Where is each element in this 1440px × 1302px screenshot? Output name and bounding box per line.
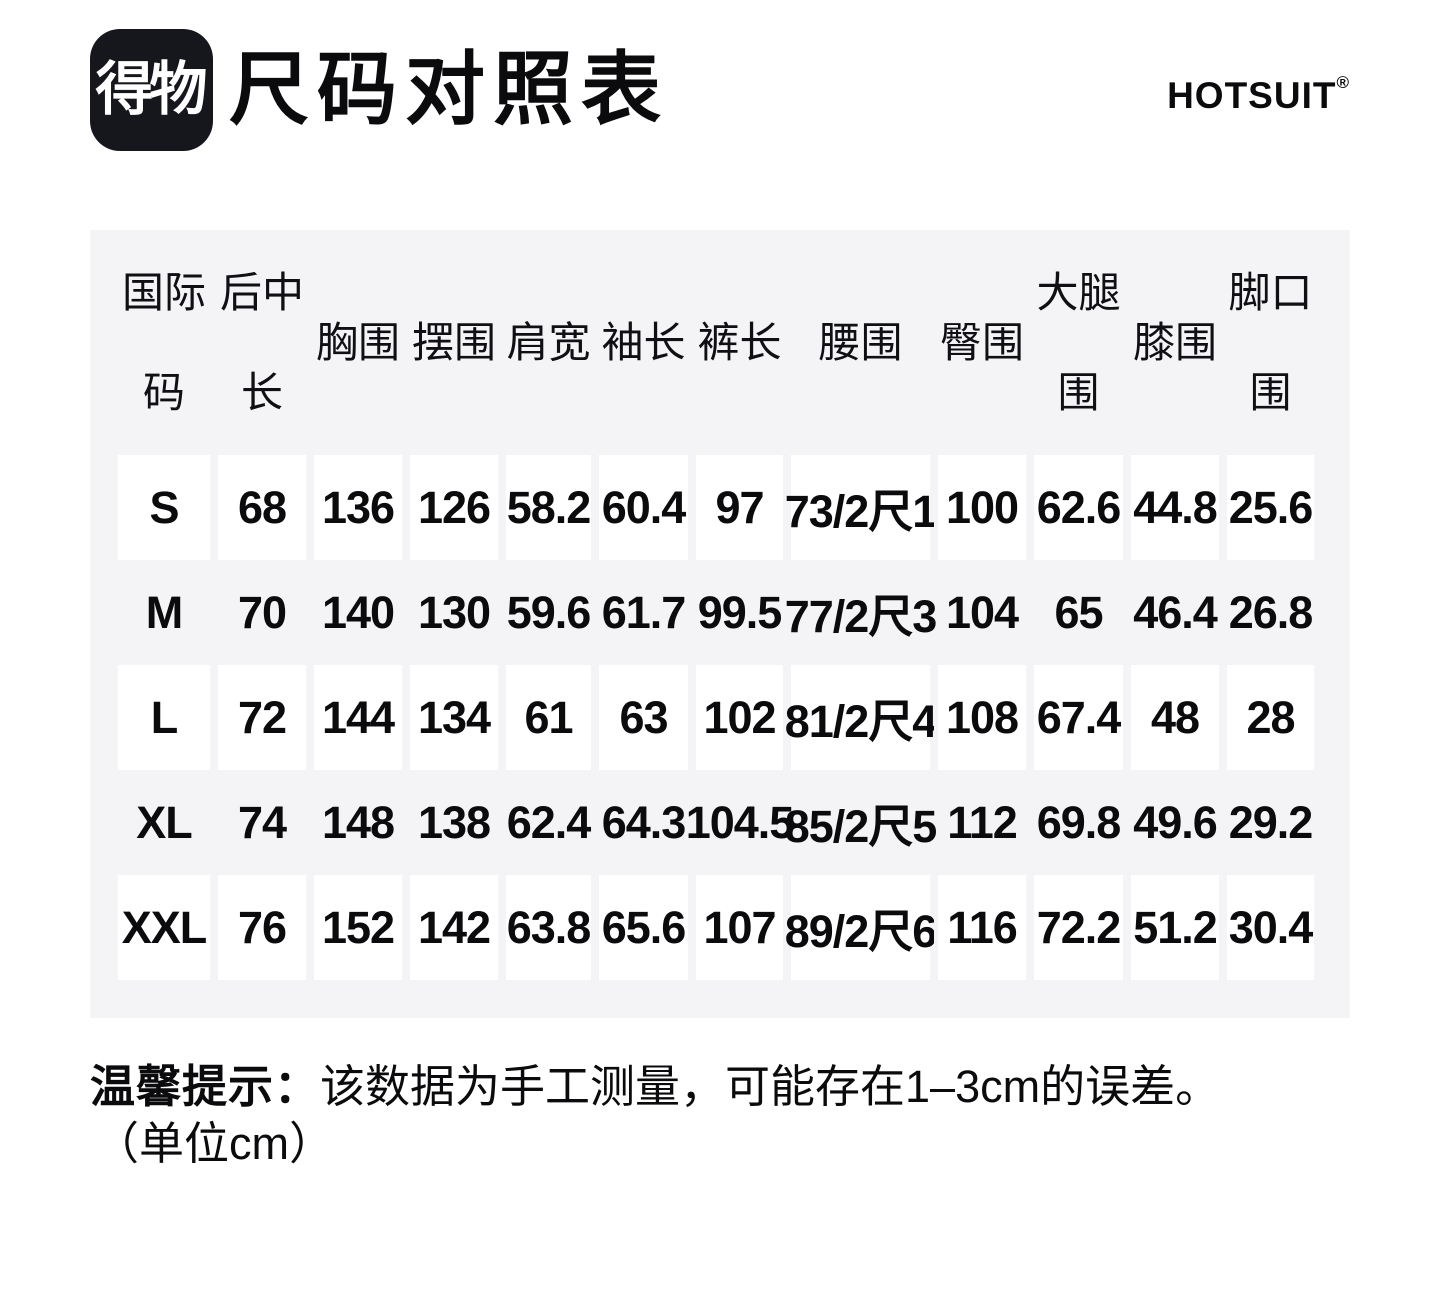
- measurement-cell: 74: [237, 796, 287, 848]
- measurement-cell: 116: [934, 875, 1030, 980]
- measurement-cell: 62.4: [506, 796, 592, 848]
- measurement-cell: 142: [406, 875, 502, 980]
- table-row: M 70 140 130 59.6 61.7 99.5 77/2尺3 104 65 46.4 26.8: [114, 560, 1318, 665]
- measurement-cell: 108: [934, 665, 1030, 770]
- measurement-cell: 112: [947, 796, 1018, 848]
- measurement-cell: 85/2尺5: [784, 801, 938, 852]
- measurement-cell: 48: [1127, 665, 1223, 770]
- measurement-cell: 64.3: [601, 796, 687, 848]
- measurement-cell: 44.8: [1127, 455, 1223, 560]
- column-header: 袖长: [601, 318, 686, 366]
- measurement-cell: 67.4: [1030, 665, 1127, 770]
- measurement-cell: 99.5: [697, 586, 783, 638]
- measurement-cell: 148: [321, 796, 395, 848]
- note-line: 温馨提示：该数据为手工测量，可能存在1–3cm的误差。: [90, 1058, 1350, 1115]
- measurement-cell: 46.4: [1133, 586, 1218, 638]
- note-block: 温馨提示：该数据为手工测量，可能存在1–3cm的误差。 （单位cm）: [90, 1058, 1350, 1172]
- measurement-cell: 72: [214, 665, 310, 770]
- measurement-cell: 77/2尺3: [784, 591, 938, 642]
- measurement-cell: 26.8: [1228, 586, 1314, 638]
- measurement-cell: 107: [692, 875, 787, 980]
- measurement-cell: 49.6: [1133, 796, 1218, 848]
- column-header: 肩宽: [506, 318, 591, 366]
- table-row: XXL 76 152 142 63.8 65.6 107 89/2尺6 116 72.2 51.2 3…: [114, 875, 1318, 980]
- measurement-cell: 102: [692, 665, 787, 770]
- measurement-cell: 59.6: [506, 586, 592, 638]
- measurement-cell: 72.2: [1030, 875, 1127, 980]
- column-header: 腰围: [818, 318, 903, 366]
- measurement-cell: 81/2尺4: [785, 665, 937, 770]
- measurement-cell: 60.4: [595, 455, 692, 560]
- column-header: 摆围: [411, 318, 496, 366]
- measurement-cell: 138: [417, 796, 491, 848]
- size-table-panel: 国际码 后中长 胸围 摆围 肩宽 袖长 裤长 腰围 臀围 大腿围 膝围 脚口围 S 68 136 126 58…: [90, 230, 1350, 1018]
- note-label: 温馨提示：: [90, 1061, 321, 1112]
- measurement-cell: 76: [214, 875, 310, 980]
- table-row: XL 74 148 138 62.4 64.3 104.5 85/2尺5 112 69.8 49.6…: [114, 770, 1318, 875]
- measurement-cell: 104.5: [685, 796, 795, 848]
- measurement-cell: 30.4: [1223, 875, 1318, 980]
- size-label-cell: S: [114, 455, 214, 560]
- page-header: 得物 尺码对照表 HOTSUIT®: [90, 28, 1350, 152]
- measurement-cell: 62.6: [1030, 455, 1127, 560]
- measurement-cell: 73/2尺1: [785, 455, 937, 560]
- table-row: L 72 144 134 61 63 102 81/2尺4 108 67.4 48 28: [114, 665, 1318, 770]
- measurement-cell: 61: [502, 665, 595, 770]
- measurement-cell: 136: [310, 455, 406, 560]
- measurement-cell: 89/2尺6: [785, 875, 937, 980]
- measurement-cell: 25.6: [1223, 455, 1318, 560]
- column-header: 胸围: [315, 318, 400, 366]
- measurement-cell: 65.6: [595, 875, 692, 980]
- measurement-cell: 58.2: [502, 455, 595, 560]
- table-body: S 68 136 126 58.2 60.4 97 73/2尺1 100 62.6 44.8 25.6…: [114, 455, 1318, 980]
- measurement-cell: 68: [214, 455, 310, 560]
- page-title: 尺码对照表: [229, 45, 669, 134]
- measurement-cell: 140: [321, 586, 395, 638]
- measurement-cell: 126: [406, 455, 502, 560]
- measurement-cell: 70: [237, 586, 287, 638]
- note-unit: （单位cm）: [94, 1118, 334, 1169]
- measurement-cell: 51.2: [1127, 875, 1223, 980]
- measurement-cell: 61.7: [601, 586, 687, 638]
- measurement-cell: 63.8: [502, 875, 595, 980]
- registered-trademark-mark: ®: [1336, 73, 1350, 92]
- measurement-cell: 100: [934, 455, 1030, 560]
- brand-text: HOTSUIT: [1167, 75, 1337, 116]
- column-header: 后中长: [219, 268, 304, 416]
- measurement-cell: 134: [406, 665, 502, 770]
- measurement-cell: 104: [945, 586, 1019, 638]
- column-header: 臀围: [939, 318, 1024, 366]
- measurement-cell: 69.8: [1036, 796, 1122, 848]
- table-header-row: 国际码 后中长 胸围 摆围 肩宽 袖长 裤长 腰围 臀围 大腿围 膝围 脚口围: [114, 230, 1318, 455]
- measurement-cell: 130: [417, 586, 491, 638]
- dewu-logo: 得物: [90, 29, 213, 151]
- measurement-cell: 152: [310, 875, 406, 980]
- measurement-cell: 63: [595, 665, 692, 770]
- measurement-cell: 97: [692, 455, 787, 560]
- dewu-logo-text: 得物: [95, 57, 207, 122]
- column-header: 膝围: [1132, 318, 1217, 366]
- column-header: 裤长: [697, 318, 782, 366]
- measurement-cell: 144: [310, 665, 406, 770]
- measurement-cell: 28: [1223, 665, 1318, 770]
- measurement-cell: 29.2: [1228, 796, 1314, 848]
- column-header: 脚口围: [1228, 268, 1313, 416]
- table-row: S 68 136 126 58.2 60.4 97 73/2尺1 100 62.6 44.8 25.6: [114, 455, 1318, 560]
- size-label-cell: L: [114, 665, 214, 770]
- size-label-cell: M: [145, 586, 184, 638]
- column-header: 国际码: [121, 268, 206, 416]
- size-label-cell: XL: [136, 796, 193, 848]
- hotsuit-brand-logo: HOTSUIT®: [1167, 73, 1350, 117]
- size-label-cell: XXL: [114, 875, 214, 980]
- note-text: 该数据为手工测量，可能存在1–3cm的误差。: [320, 1061, 1221, 1112]
- column-header: 大腿围: [1036, 268, 1121, 416]
- measurement-cell: 65: [1054, 586, 1103, 638]
